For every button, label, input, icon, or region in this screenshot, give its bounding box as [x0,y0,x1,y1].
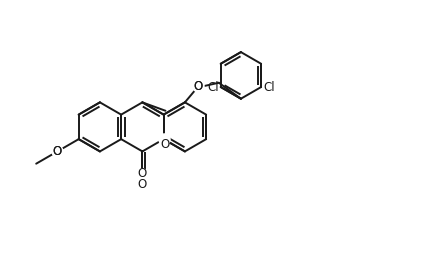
Text: O: O [53,145,62,158]
Text: O: O [160,138,170,151]
Text: Cl: Cl [263,80,275,94]
Text: O: O [138,167,147,181]
Text: O: O [138,178,147,191]
Text: O: O [194,80,203,93]
Text: O: O [194,80,203,93]
Text: Cl: Cl [207,80,219,94]
Text: O: O [53,145,62,158]
